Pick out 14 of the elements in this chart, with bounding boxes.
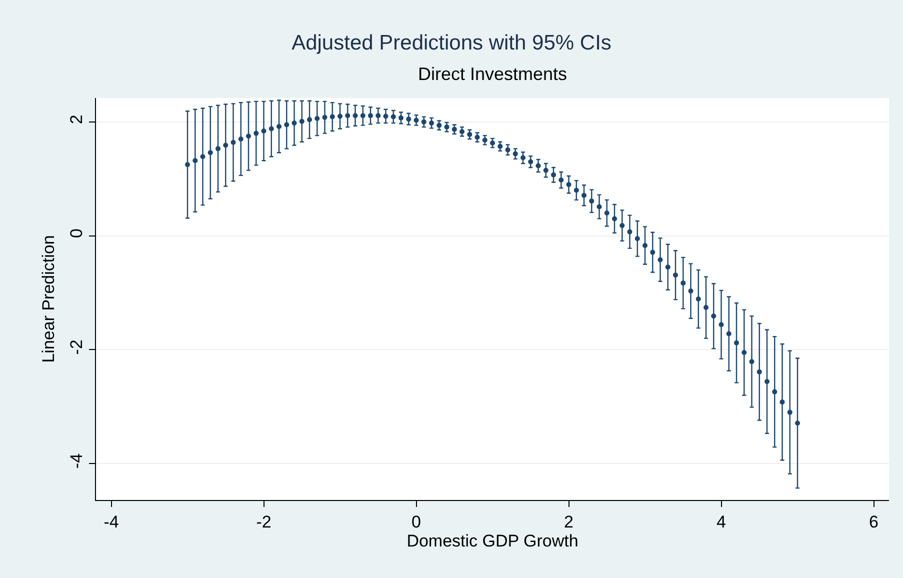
x-tick-label: 0 [412,512,421,532]
y-tick-label: -4 [67,453,86,469]
y-tick-label: 0 [67,228,86,238]
y-tick-label: 2 [67,114,86,124]
x-tick-label: 6 [869,512,878,532]
x-tick-label: -2 [256,512,272,532]
x-tick-label: 2 [564,512,574,532]
x-tick-label: 4 [716,512,726,532]
x-axis-title: Domestic GDP Growth [406,531,578,550]
chart-title: Adjusted Predictions with 95% CIs [292,31,612,54]
y-tick-label: -2 [67,340,86,355]
y-axis-title: Linear Prediction [38,235,58,363]
x-tick-label: -4 [104,512,119,532]
chart-subtitle: Direct Investments [418,64,568,84]
